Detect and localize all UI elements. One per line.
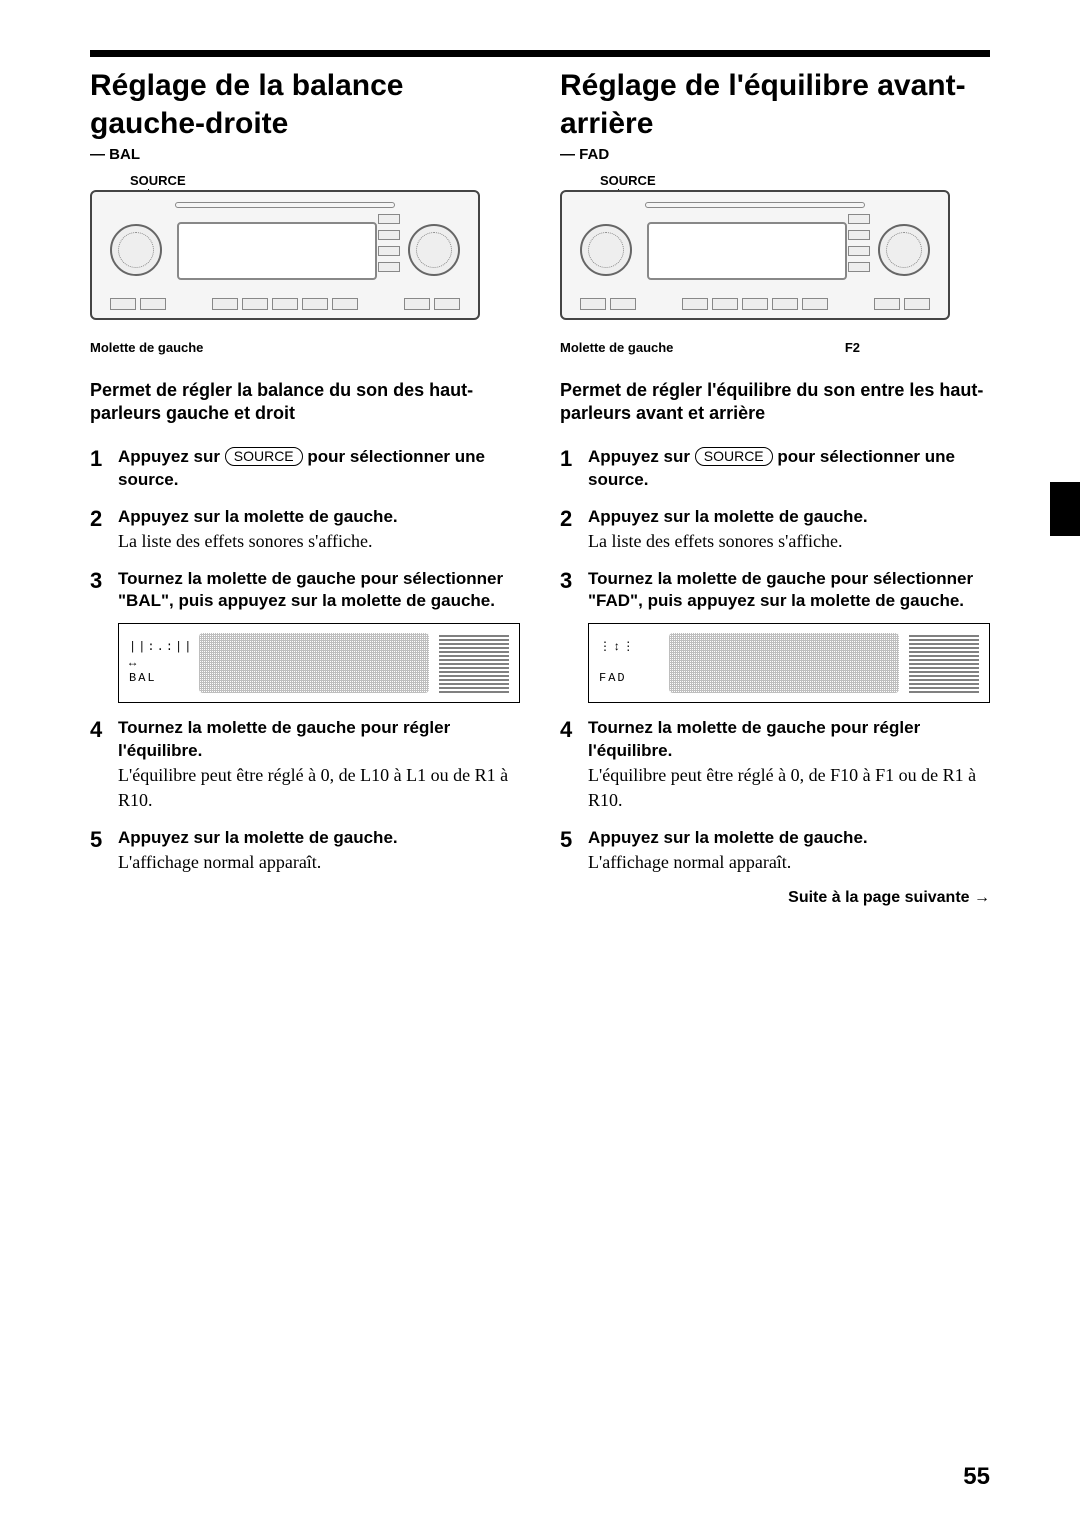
lcd-display-bal: ||:.:|| ↔ BAL <box>118 623 520 703</box>
content-columns: Réglage de la balance gauche-droite — BA… <box>90 67 990 907</box>
left-column: Réglage de la balance gauche-droite — BA… <box>90 67 520 907</box>
left-heading: Réglage de la balance gauche-droite <box>90 67 520 142</box>
left-step-3: Tournez la molette de gauche pour sélect… <box>90 568 520 704</box>
lcd-display-fad: ⋮↕⋮ FAD <box>588 623 990 703</box>
right-step-4: Tournez la molette de gauche pour régler… <box>560 717 990 813</box>
left-source-label: SOURCE <box>130 173 520 188</box>
left-subcode: — BAL <box>90 146 520 163</box>
right-summary: Permet de régler l'équilibre du son entr… <box>560 379 990 426</box>
page-top-rule <box>90 50 990 57</box>
right-heading: Réglage de l'équilibre avant-arrière <box>560 67 990 142</box>
page-number: 55 <box>963 1463 990 1491</box>
source-pill: SOURCE <box>695 447 773 466</box>
left-step-2: Appuyez sur la molette de gauche. La lis… <box>90 506 520 554</box>
right-subcode: — FAD <box>560 146 990 163</box>
right-step-3: Tournez la molette de gauche pour sélect… <box>560 568 990 704</box>
right-step-2: Appuyez sur la molette de gauche. La lis… <box>560 506 990 554</box>
right-step-5: Appuyez sur la molette de gauche. L'affi… <box>560 827 990 875</box>
device-diagram-left <box>90 190 480 320</box>
continue-note: Suite à la page suivante → <box>560 889 990 907</box>
left-step-4: Tournez la molette de gauche pour régler… <box>90 717 520 813</box>
right-callout-molette: Molette de gauche <box>560 340 673 355</box>
device-diagram-right <box>560 190 950 320</box>
left-summary: Permet de régler la balance du son des h… <box>90 379 520 426</box>
page-tab-marker <box>1050 482 1080 536</box>
right-device-wrap: SOURCE Mole <box>560 173 990 355</box>
left-device-wrap: SOURCE Mole <box>90 173 520 355</box>
right-source-label: SOURCE <box>600 173 990 188</box>
right-steps: Appuyez sur SOURCE pour sélectionner une… <box>560 446 990 875</box>
left-step-5: Appuyez sur la molette de gauche. L'affi… <box>90 827 520 875</box>
source-pill: SOURCE <box>225 447 303 466</box>
right-column: Réglage de l'équilibre avant-arrière — F… <box>560 67 990 907</box>
right-callout-f2: F2 <box>845 340 860 355</box>
left-steps: Appuyez sur SOURCE pour sélectionner une… <box>90 446 520 875</box>
left-step-1: Appuyez sur SOURCE pour sélectionner une… <box>90 446 520 492</box>
left-callout-molette: Molette de gauche <box>90 340 203 355</box>
right-step-1: Appuyez sur SOURCE pour sélectionner une… <box>560 446 990 492</box>
